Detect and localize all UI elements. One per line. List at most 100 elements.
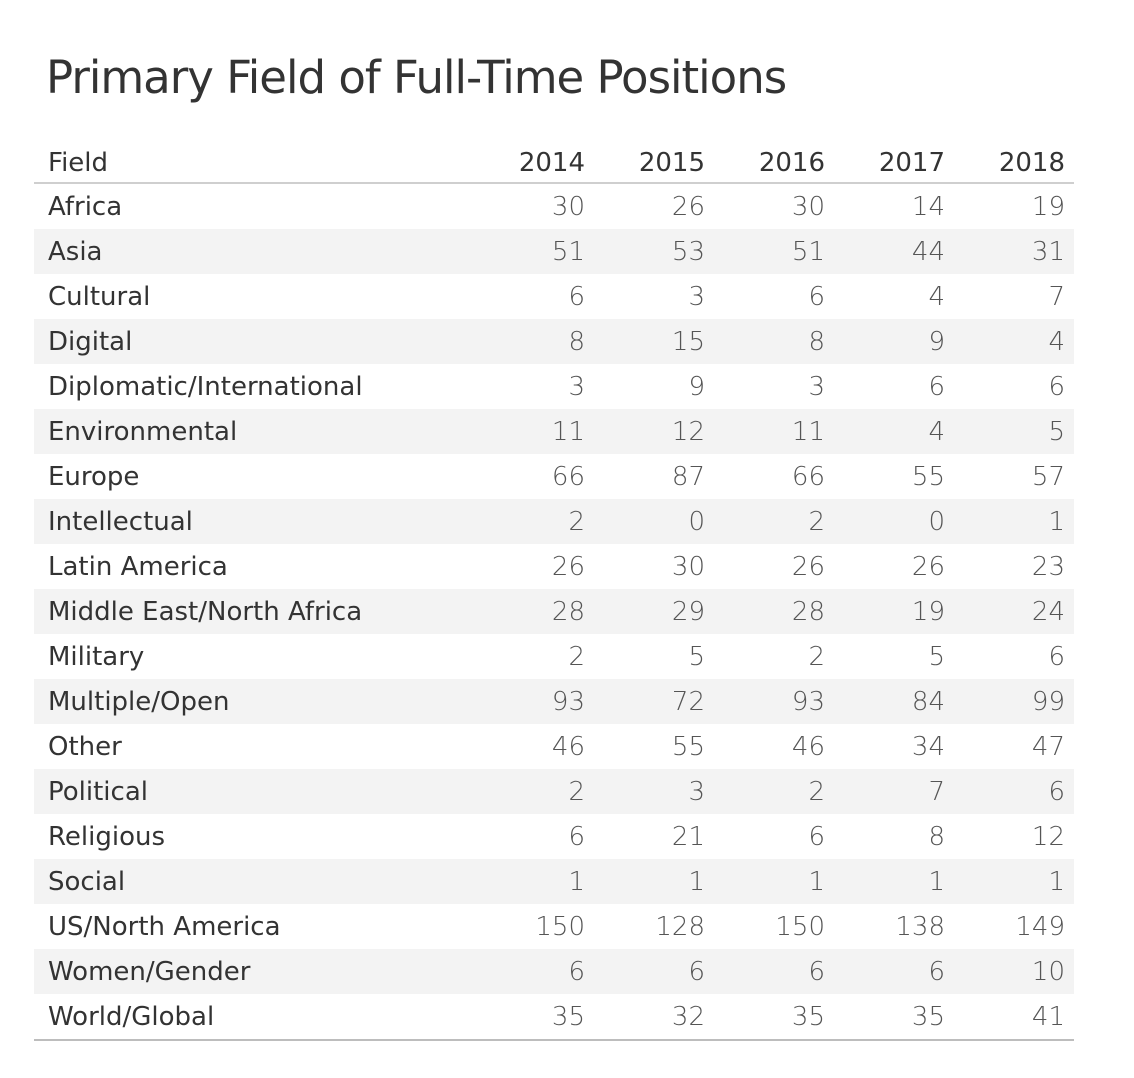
- cell-value-2015: 3: [594, 769, 714, 814]
- table-row: Intellectual 2 0 2 0 1: [34, 499, 1074, 544]
- cell-value-2015: 6: [594, 949, 714, 994]
- cell-value-2017: 44: [834, 229, 954, 274]
- cell-value-2017: 138: [895, 911, 945, 942]
- table-row: Environmental 11 12 11 4 5: [34, 409, 1074, 454]
- cell-value-2018: 1: [954, 499, 1074, 544]
- column-header-2018: 2018: [954, 136, 1074, 184]
- cell-value-2016: 11: [714, 409, 834, 454]
- cell-value-2014: 6: [568, 821, 585, 852]
- cell-field: Africa: [48, 191, 123, 222]
- cell-field: Latin America: [48, 551, 228, 582]
- cell-field: Women/Gender: [34, 949, 474, 994]
- cell-value-2016: 6: [808, 281, 825, 312]
- cell-value-2017: 4: [928, 281, 945, 312]
- cell-value-2014: 11: [474, 409, 594, 454]
- cell-value-2014: 2: [568, 641, 585, 672]
- table-row: Digital 8 15 8 9 4: [34, 319, 1074, 364]
- cell-value-2018: 47: [1031, 731, 1065, 762]
- cell-value-2018: 31: [954, 229, 1074, 274]
- cell-value-2018: 19: [1031, 191, 1065, 222]
- cell-value-2017: 35: [834, 994, 954, 1041]
- cell-value-2016: 6: [808, 821, 825, 852]
- table-row: Military 2 5 2 5 6: [34, 634, 1074, 679]
- cell-value-2015: 5: [688, 641, 705, 672]
- cell-value-2014: 3: [568, 371, 585, 402]
- cell-value-2017: 19: [834, 589, 954, 634]
- cell-value-2015: 128: [655, 911, 705, 942]
- cell-value-2016: 150: [775, 911, 825, 942]
- cell-value-2017: 4: [834, 409, 954, 454]
- cell-value-2018: 6: [1048, 371, 1065, 402]
- cell-value-2018: 6: [1048, 641, 1065, 672]
- cell-value-2014: 66: [551, 461, 585, 492]
- cell-value-2018: 149: [1015, 911, 1065, 942]
- cell-value-2017: 6: [928, 371, 945, 402]
- cell-field: World/Global: [34, 994, 474, 1041]
- table-row: Latin America 26 30 26 26 23: [34, 544, 1074, 589]
- cell-value-2018: 10: [954, 949, 1074, 994]
- cell-field: US/North America: [48, 911, 281, 942]
- table-row: Political 2 3 2 7 6: [34, 769, 1074, 814]
- cell-value-2016: 6: [714, 949, 834, 994]
- cell-value-2014: 26: [551, 551, 585, 582]
- cell-value-2014: 150: [535, 911, 585, 942]
- table-row: World/Global 35 32 35 35 41: [34, 994, 1074, 1041]
- cell-value-2016: 35: [714, 994, 834, 1041]
- cell-value-2016: 30: [791, 191, 825, 222]
- cell-value-2017: 7: [834, 769, 954, 814]
- cell-value-2017: 8: [928, 821, 945, 852]
- cell-value-2015: 55: [671, 731, 705, 762]
- table-header-row: Field 2014 2015 2016 2017 2018: [34, 136, 1074, 184]
- cell-value-2017: 26: [911, 551, 945, 582]
- table-row: Africa 30 26 30 14 19: [34, 183, 1074, 229]
- cell-value-2016: 8: [714, 319, 834, 364]
- cell-value-2016: 26: [791, 551, 825, 582]
- column-header-2015: 2015: [594, 136, 714, 184]
- page-title: Primary Field of Full-Time Positions: [46, 51, 787, 104]
- cell-value-2014: 35: [474, 994, 594, 1041]
- cell-value-2017: 1: [834, 859, 954, 904]
- cell-value-2016: 28: [714, 589, 834, 634]
- cell-value-2017: 34: [911, 731, 945, 762]
- cell-value-2016: 1: [714, 859, 834, 904]
- cell-value-2016: 2: [714, 769, 834, 814]
- cell-value-2014: 1: [474, 859, 594, 904]
- cell-field: Multiple/Open: [34, 679, 474, 724]
- cell-field: Middle East/North Africa: [34, 589, 474, 634]
- cell-value-2015: 53: [594, 229, 714, 274]
- column-header-2017: 2017: [834, 136, 954, 184]
- table-row: Social 1 1 1 1 1: [34, 859, 1074, 904]
- cell-value-2015: 0: [594, 499, 714, 544]
- cell-value-2017: 6: [834, 949, 954, 994]
- cell-field: Political: [34, 769, 474, 814]
- cell-field: Military: [48, 641, 145, 672]
- cell-value-2017: 55: [911, 461, 945, 492]
- cell-value-2016: 46: [791, 731, 825, 762]
- cell-value-2016: 2: [808, 641, 825, 672]
- cell-value-2015: 9: [688, 371, 705, 402]
- cell-field: Environmental: [34, 409, 474, 454]
- cell-field: Other: [48, 731, 122, 762]
- cell-value-2018: 99: [954, 679, 1074, 724]
- cell-value-2014: 6: [474, 949, 594, 994]
- cell-value-2016: 66: [791, 461, 825, 492]
- cell-value-2018: 5: [954, 409, 1074, 454]
- cell-value-2015: 32: [594, 994, 714, 1041]
- cell-value-2015: 26: [671, 191, 705, 222]
- cell-value-2018: 24: [954, 589, 1074, 634]
- column-header-2016: 2016: [714, 136, 834, 184]
- cell-field: Europe: [48, 461, 140, 492]
- cell-value-2015: 3: [688, 281, 705, 312]
- table-row: Diplomatic/International 3 9 3 6 6: [34, 364, 1074, 409]
- table-row: Middle East/North Africa 28 29 28 19 24: [34, 589, 1074, 634]
- table-row: Religious 6 21 6 8 12: [34, 814, 1074, 859]
- cell-value-2018: 6: [954, 769, 1074, 814]
- cell-field: Intellectual: [34, 499, 474, 544]
- cell-value-2015: 30: [671, 551, 705, 582]
- cell-value-2015: 72: [594, 679, 714, 724]
- cell-field: Social: [34, 859, 474, 904]
- cell-value-2017: 14: [911, 191, 945, 222]
- cell-value-2015: 29: [594, 589, 714, 634]
- cell-value-2014: 6: [568, 281, 585, 312]
- cell-value-2015: 12: [594, 409, 714, 454]
